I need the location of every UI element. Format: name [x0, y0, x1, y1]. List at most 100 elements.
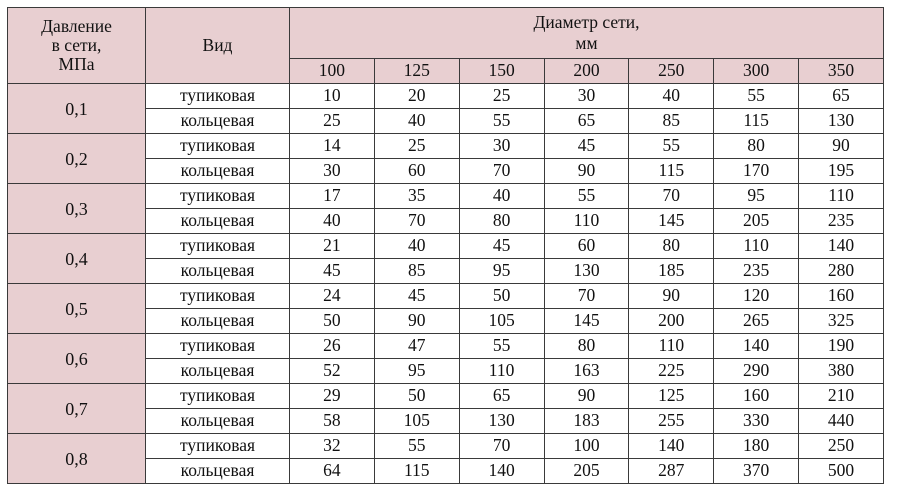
- table-row: 0,6 тупиковая 26 47 55 80 110 140 190: [7, 333, 884, 384]
- value-cell: 105: [458, 308, 545, 334]
- diameter-header-line: Диаметр сети,: [533, 12, 640, 33]
- value-cell: 47: [373, 333, 460, 359]
- value-cell: 10: [289, 83, 375, 109]
- value-cell: 55: [713, 83, 800, 109]
- value-cell: 330: [713, 408, 800, 434]
- kind-dead-end-cell: тупиковая: [145, 133, 290, 159]
- value-cell: 70: [458, 433, 545, 459]
- value-cell: 115: [713, 108, 800, 134]
- value-cell: 95: [713, 183, 800, 209]
- value-cell: 55: [628, 133, 715, 159]
- value-cell: 90: [543, 383, 630, 409]
- kind-ring-cell: кольцевая: [145, 458, 290, 484]
- value-cell: 21: [289, 233, 375, 259]
- table-row: 0,2 тупиковая 14 25 30 45 55 80 90: [7, 133, 884, 184]
- value-cell: 163: [543, 358, 630, 384]
- value-cell: 325: [798, 308, 884, 334]
- pressure-header-line: Давление: [41, 15, 112, 36]
- value-cell: 160: [798, 283, 884, 309]
- value-cell: 185: [628, 258, 715, 284]
- value-cell: 140: [458, 458, 545, 484]
- value-cell: 40: [373, 233, 460, 259]
- value-cell: 110: [543, 208, 630, 234]
- value-cell: 40: [373, 108, 460, 134]
- diameter-cell: 300: [713, 58, 800, 84]
- value-cell: 25: [289, 108, 375, 134]
- pipe-table-container: Давление в сети, МПа Вид Диаметр сети, м…: [7, 7, 884, 484]
- pressure-cell: 0,2: [7, 133, 146, 184]
- diameter-values-row: 100 125 150 200 250 300 350: [8, 58, 884, 84]
- kind-ring-cell: кольцевая: [145, 208, 290, 234]
- value-cell: 90: [543, 158, 630, 184]
- value-cell: 90: [628, 283, 715, 309]
- value-cell: 190: [798, 333, 884, 359]
- value-cell: 50: [289, 308, 375, 334]
- value-cell: 195: [798, 158, 884, 184]
- value-cell: 29: [289, 383, 375, 409]
- value-cell: 125: [628, 383, 715, 409]
- value-cell: 58: [289, 408, 375, 434]
- kind-ring-cell: кольцевая: [145, 358, 290, 384]
- value-cell: 255: [628, 408, 715, 434]
- table-row: 0,1 тупиковая 10 20 25 30 40 55 65: [7, 83, 884, 134]
- diameter-cell: 100: [289, 58, 375, 84]
- table-row: кольцевая 45 85 95 130 185 235 280: [8, 258, 884, 284]
- value-cell: 140: [798, 233, 884, 259]
- value-cell: 140: [713, 333, 800, 359]
- diameter-cell: 200: [543, 58, 630, 84]
- value-cell: 65: [798, 83, 884, 109]
- value-cell: 500: [798, 458, 884, 484]
- diameter-cell: 125: [373, 58, 460, 84]
- value-cell: 60: [543, 233, 630, 259]
- value-cell: 80: [713, 133, 800, 159]
- table-row: кольцевая 52 95 110 163 225 290 380: [8, 358, 884, 384]
- value-cell: 32: [289, 433, 375, 459]
- table-row: 0,8 тупиковая 32 55 70 100 140 180 250: [7, 433, 884, 484]
- value-cell: 145: [628, 208, 715, 234]
- pressure-cell: 0,5: [7, 283, 146, 334]
- pressure-cell: 0,1: [7, 83, 146, 134]
- diameter-cell: 150: [458, 58, 545, 84]
- value-cell: 55: [458, 333, 545, 359]
- value-cell: 130: [798, 108, 884, 134]
- kind-dead-end-cell: тупиковая: [145, 383, 290, 409]
- value-cell: 30: [543, 83, 630, 109]
- pressure-cell: 0,8: [7, 433, 146, 484]
- diameter-cell: 350: [798, 58, 884, 84]
- kind-dead-end-cell: тупиковая: [145, 283, 290, 309]
- kind-ring-cell: кольцевая: [145, 158, 290, 184]
- value-cell: 45: [458, 233, 545, 259]
- value-cell: 200: [628, 308, 715, 334]
- kind-ring-cell: кольцевая: [145, 308, 290, 334]
- table-row: 0,3 тупиковая 17 35 40 55 70 95 110: [7, 183, 884, 234]
- value-cell: 20: [373, 83, 460, 109]
- value-cell: 290: [713, 358, 800, 384]
- value-cell: 160: [713, 383, 800, 409]
- value-cell: 25: [373, 133, 460, 159]
- value-cell: 380: [798, 358, 884, 384]
- table-row: 0,4 тупиковая 21 40 45 60 80 110 140: [7, 233, 884, 284]
- value-cell: 70: [543, 283, 630, 309]
- value-cell: 60: [373, 158, 460, 184]
- kind-dead-end-cell: тупиковая: [145, 433, 290, 459]
- value-cell: 110: [713, 233, 800, 259]
- value-cell: 205: [543, 458, 630, 484]
- pressure-cell: 0,6: [7, 333, 146, 384]
- value-cell: 24: [289, 283, 375, 309]
- pipe-capacity-table: Давление в сети, МПа Вид Диаметр сети, м…: [7, 7, 884, 484]
- value-cell: 26: [289, 333, 375, 359]
- value-cell: 70: [628, 183, 715, 209]
- value-cell: 50: [458, 283, 545, 309]
- value-cell: 30: [289, 158, 375, 184]
- pressure-cell: 0,7: [7, 383, 146, 434]
- value-cell: 370: [713, 458, 800, 484]
- value-cell: 90: [798, 133, 884, 159]
- value-cell: 115: [628, 158, 715, 184]
- value-cell: 80: [628, 233, 715, 259]
- table-row: 0,7 тупиковая 29 50 65 90 125 160 210: [7, 383, 884, 434]
- value-cell: 95: [373, 358, 460, 384]
- value-cell: 55: [543, 183, 630, 209]
- value-cell: 280: [798, 258, 884, 284]
- value-cell: 45: [289, 258, 375, 284]
- kind-dead-end-cell: тупиковая: [145, 233, 290, 259]
